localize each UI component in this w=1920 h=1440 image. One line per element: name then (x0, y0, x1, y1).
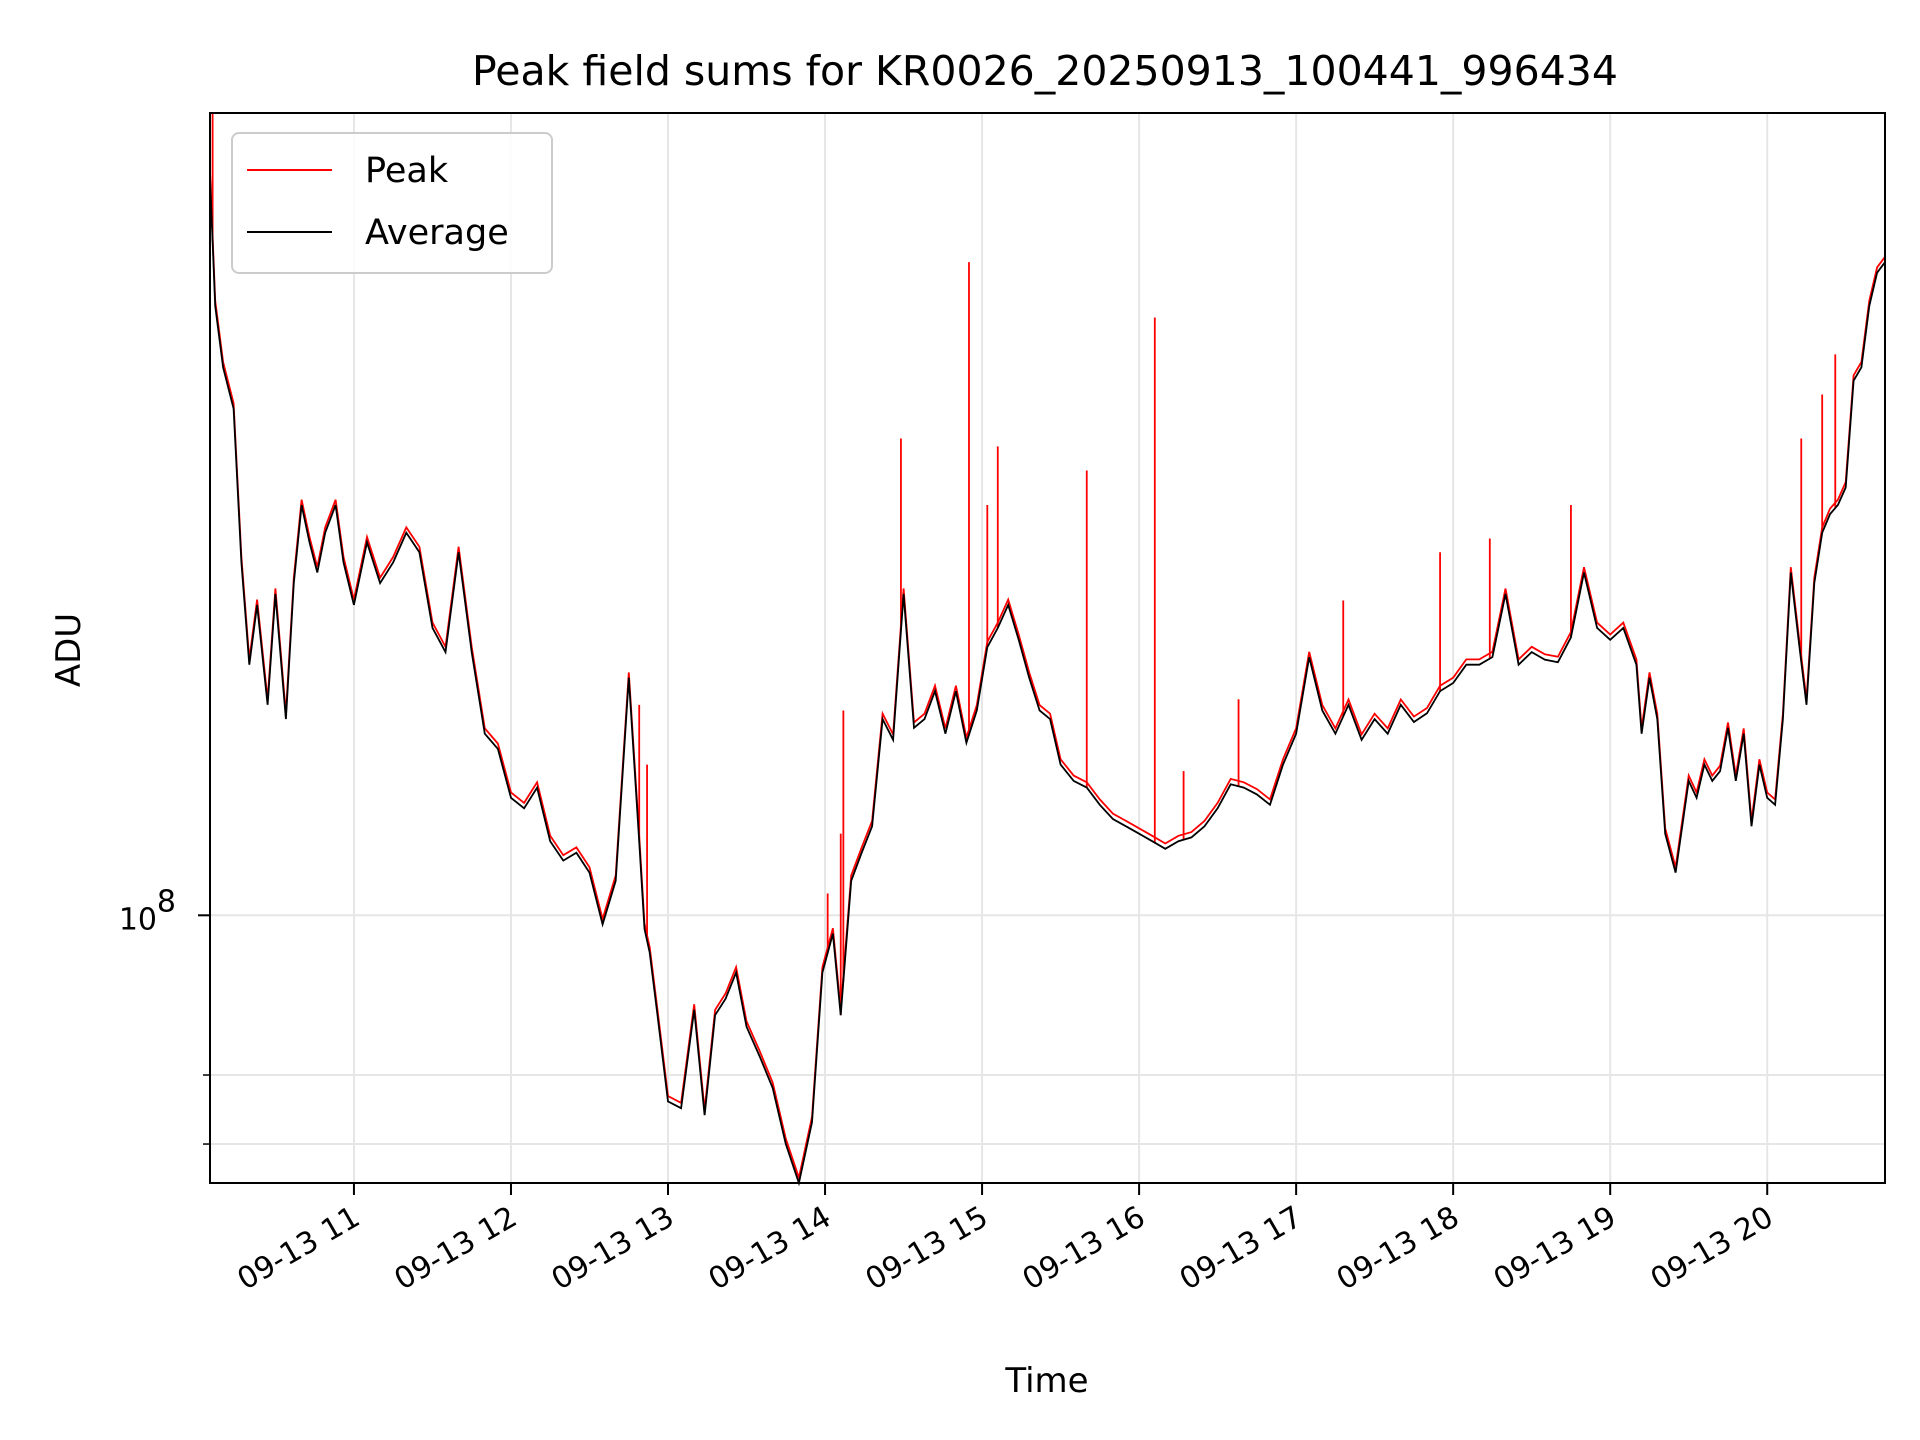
peak-spikes (211, 113, 1837, 1016)
y-axis-label: ADU (49, 613, 89, 687)
y-axis-ticks: 108 (119, 884, 210, 1145)
legend-label-peak: Peak (365, 151, 449, 191)
x-axis-label: Time (1004, 1361, 1088, 1401)
plot-area (210, 113, 1885, 1183)
chart-title: Peak field sums for KR0026_20250913_1004… (472, 47, 1618, 95)
y-tick-label: 10 (119, 902, 157, 937)
series-line-average (209, 177, 1886, 1187)
y-tick-base: 10 (119, 902, 157, 937)
y-tick-exponent: 8 (157, 884, 176, 919)
legend-label-average: Average (365, 213, 509, 253)
series-layer (209, 113, 1886, 1187)
legend-box (231, 132, 553, 274)
legend: Peak Average (231, 132, 553, 274)
axes-frame (209, 112, 1886, 1184)
grid-lines (210, 113, 1885, 1183)
